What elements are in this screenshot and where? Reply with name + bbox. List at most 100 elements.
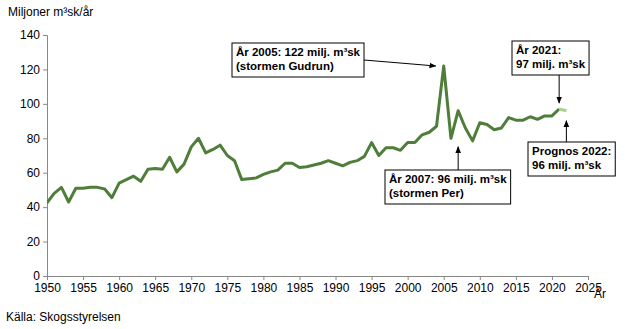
x-tick: 1985	[287, 276, 314, 295]
x-axis-title: År	[594, 286, 606, 301]
annotation-arrow	[458, 147, 459, 170]
y-tick: 120	[20, 63, 47, 77]
x-tick-label: 2005	[431, 281, 458, 295]
annotation-box	[528, 142, 615, 176]
y-tick: 20	[27, 235, 47, 249]
x-tick-label: 1960	[106, 281, 133, 295]
x-tick-mark	[336, 276, 337, 280]
x-tick-label: 1955	[70, 281, 97, 295]
x-tick-mark	[83, 276, 84, 280]
series-line	[47, 66, 559, 203]
annotation-box	[232, 43, 364, 77]
y-tick-mark	[43, 138, 47, 139]
x-tick: 1980	[251, 276, 278, 295]
x-tick-label: 2000	[395, 281, 422, 295]
y-tick-mark	[43, 276, 47, 277]
x-tick-label: 2015	[503, 281, 530, 295]
y-tick: 40	[27, 200, 47, 214]
y-tick-label: 60	[27, 166, 41, 180]
series-line	[559, 109, 566, 111]
y-tick-label: 20	[27, 235, 41, 249]
y-tick-mark	[43, 35, 47, 36]
annotation-arrow	[559, 75, 560, 103]
annotation-text: (stormen Per)	[389, 187, 464, 199]
x-tick-mark	[155, 276, 156, 280]
annotation-text: (stormen Gudrun)	[236, 60, 334, 72]
x-tick: 1995	[359, 276, 386, 295]
annotation: Prognos 2022: 96 milj. m³sk	[528, 121, 615, 176]
x-tick-mark	[119, 276, 120, 280]
x-tick-label: 1950	[34, 281, 61, 295]
chart: 0204060801001201401950195519601965197019…	[0, 0, 625, 329]
y-axis: 020406080100120140	[20, 28, 48, 283]
x-tick-label: 1995	[359, 281, 386, 295]
y-tick-mark	[43, 104, 47, 105]
x-tick-label: 1970	[178, 281, 205, 295]
x-tick-mark	[191, 276, 192, 280]
x-tick-mark	[408, 276, 409, 280]
x-tick-mark	[588, 276, 589, 280]
annotation-arrow	[364, 60, 436, 66]
x-tick-mark	[552, 276, 553, 280]
lines	[47, 66, 566, 203]
x-tick: 2015	[503, 276, 530, 295]
x-tick-label: 1980	[251, 281, 278, 295]
y-tick-mark	[43, 69, 47, 70]
x-tick-mark	[263, 276, 264, 280]
x-tick: 2010	[467, 276, 494, 295]
y-tick: 80	[27, 132, 47, 146]
y-tick-mark	[43, 242, 47, 243]
x-tick-mark	[480, 276, 481, 280]
annotation: År 2021: 97 milj. m³sk	[512, 41, 589, 103]
source: Källa: Skogsstyrelsen	[6, 310, 121, 324]
x-tick-mark	[299, 276, 300, 280]
x-tick: 1965	[142, 276, 169, 295]
y-tick: 100	[20, 97, 47, 111]
annotation-text: År 2007: 96 milj. m³sk	[389, 173, 507, 185]
x-tick: 2005	[431, 276, 458, 295]
x-tick-mark	[47, 276, 48, 280]
x-tick: 2020	[539, 276, 566, 295]
x-tick-mark	[516, 276, 517, 280]
annotation: År 2007: 96 milj. m³sk (stormen Per)	[385, 147, 511, 204]
y-tick-mark	[43, 173, 47, 174]
y-tick-label: 140	[20, 28, 40, 42]
annotation-text: 96 milj. m³sk	[532, 159, 602, 171]
y-tick-label: 80	[27, 132, 41, 146]
y-tick: 140	[20, 28, 47, 42]
annotation-arrow	[566, 121, 567, 142]
annotation-box	[385, 170, 511, 204]
x-tick: 1960	[106, 276, 133, 295]
x-tick-label: 1990	[323, 281, 350, 295]
x-tick-mark	[444, 276, 445, 280]
y-tick: 60	[27, 166, 47, 180]
x-tick-mark	[227, 276, 228, 280]
y-axis-line	[43, 36, 48, 277]
x-tick-label: 1985	[287, 281, 314, 295]
y-tick-mark	[43, 207, 47, 208]
x-tick: 1990	[323, 276, 350, 295]
annotation-text: År 2021:	[516, 44, 561, 56]
x-tick-label: 1975	[214, 281, 241, 295]
annotation-text: Prognos 2022:	[532, 145, 611, 157]
x-tick-label: 2020	[539, 281, 566, 295]
x-tick: 1950	[34, 276, 61, 295]
x-tick: 1970	[178, 276, 205, 295]
x-tick: 1955	[70, 276, 97, 295]
annotation-box	[512, 41, 589, 75]
plot: 0204060801001201401950195519601965197019…	[20, 28, 602, 294]
x-tick-label: 2010	[467, 281, 494, 295]
y-tick-label: 120	[20, 63, 40, 77]
annotation-text: 97 milj. m³sk	[516, 58, 586, 70]
x-tick: 2000	[395, 276, 422, 295]
y-axis-title: Miljoner m³sk/år	[8, 5, 93, 19]
x-tick: 1975	[214, 276, 241, 295]
annotations: År 2005: 122 milj. m³sk(stormen Gudrun) Å…	[232, 41, 615, 204]
x-axis: 1950 1955 1960 1965 1970 1975 1980 1985 1990 1995…	[34, 276, 602, 295]
x-tick-mark	[372, 276, 373, 280]
y-tick-label: 100	[20, 97, 40, 111]
x-axis-line	[48, 277, 589, 281]
annotation: År 2005: 122 milj. m³sk(stormen Gudrun)	[232, 43, 436, 77]
y-tick-label: 40	[27, 200, 41, 214]
x-tick-label: 1965	[142, 281, 169, 295]
